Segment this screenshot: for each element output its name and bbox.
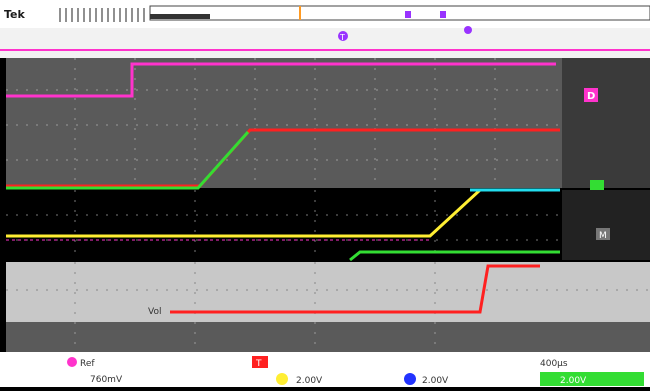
trigger-marker-2[interactable] — [464, 26, 472, 34]
red-waveform-pane-3 — [170, 264, 540, 314]
channel-d-badge[interactable] — [584, 88, 598, 102]
trigger-marker-1-label: T — [339, 33, 345, 42]
record-length-ruler — [59, 8, 145, 22]
trigger-level-readout[interactable]: 2.00V — [540, 372, 644, 386]
scope-title: Tek — [4, 8, 26, 21]
timebase-value: 400µs — [540, 359, 568, 369]
trigger-badge — [252, 356, 268, 368]
channel-d-label: D — [587, 91, 595, 102]
ref-volts-readout: 760mV — [90, 375, 123, 385]
channel-m-label: M — [599, 231, 607, 241]
channel-m-badge[interactable] — [596, 228, 610, 240]
waveform-pane-4 — [6, 322, 650, 352]
ch3-volts-readout: 2.00V — [296, 376, 323, 386]
ch4-badge — [404, 373, 416, 385]
green-waveform-pane-1 — [6, 131, 250, 190]
trigger-level-value: 2.00V — [560, 376, 587, 386]
right-label-column-1 — [562, 58, 650, 188]
magenta-strip-area — [0, 28, 650, 58]
top-status-bar — [0, 0, 650, 28]
graticule-pane-2 — [6, 190, 562, 260]
record-window-position[interactable] — [150, 14, 210, 19]
right-label-column-2 — [562, 190, 650, 260]
trigger-level-badge — [540, 372, 644, 386]
ch3-badge — [276, 373, 288, 385]
ch3-readout[interactable]: 2.00V — [276, 373, 323, 386]
ref-channel-label: Ref — [80, 359, 95, 369]
cursor-marker-violet-2 — [440, 11, 446, 18]
magenta-waveform — [6, 62, 556, 98]
ch4-volts-readout: 2.00V — [422, 376, 449, 386]
green-channel-badge[interactable] — [590, 180, 604, 190]
ch4-readout[interactable]: 2.00V — [404, 373, 449, 386]
trigger-marker-1[interactable] — [338, 31, 348, 41]
waveform-pane-2 — [6, 190, 562, 260]
ref-readout[interactable]: Ref 760mV — [67, 357, 123, 385]
cursor-marker-violet — [405, 11, 411, 18]
reference-label: Vol — [148, 307, 161, 317]
timebase-readout[interactable]: 400µs — [540, 359, 568, 369]
trigger-readout[interactable]: T — [252, 356, 268, 369]
trigger-badge-label: T — [255, 359, 262, 369]
green-waveform-pane-2 — [349, 250, 560, 262]
record-window-outline — [149, 5, 650, 21]
graticule-pane-1 — [6, 58, 562, 188]
waveform-pane-1 — [6, 58, 562, 188]
ref-channel-badge — [67, 357, 77, 367]
